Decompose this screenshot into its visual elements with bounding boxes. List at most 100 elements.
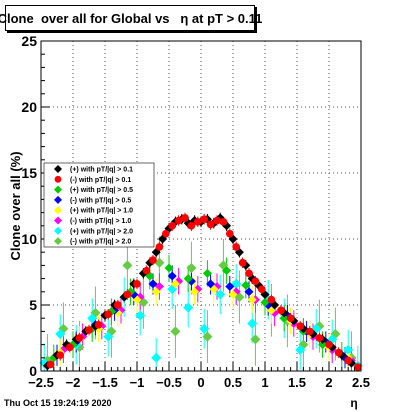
- data-point: [123, 290, 132, 299]
- data-point: [46, 360, 55, 369]
- x-axis-label: η: [350, 396, 357, 410]
- data-point: [155, 243, 164, 251]
- legend-entry-label: (+) with pT/|q| > 1.0: [70, 208, 133, 215]
- data-point: [167, 271, 177, 281]
- x-tick-label: 2.5: [352, 375, 370, 390]
- data-point: [65, 343, 74, 352]
- axis-ticks: [40, 40, 362, 372]
- tick-labels: −2.5 −2 −1.5 −1 −0.5 0 0.5 1 1.5 2 2.5 0 5 10 15 20 25: [21, 33, 370, 390]
- data-point: [104, 310, 113, 319]
- data-point: [142, 266, 151, 275]
- data-point: [251, 277, 260, 286]
- y-tick-label: 5: [29, 297, 37, 313]
- data-point: [257, 285, 266, 293]
- y-tick-label: 25: [21, 33, 37, 49]
- data-point: [94, 320, 103, 329]
- legend-entry-label: (-) with pT/|q| > 0.5: [70, 197, 131, 204]
- grid-layer: [41, 41, 361, 371]
- data-point: [54, 165, 62, 173]
- data-point: [202, 331, 213, 342]
- y-tick-label: 0: [29, 363, 37, 379]
- data-point: [250, 334, 261, 345]
- legend-entry-label: (-) with pT/|q| > 0.1: [70, 177, 131, 184]
- data-point: [54, 185, 62, 194]
- data-point: [168, 221, 177, 230]
- data-point: [161, 229, 170, 238]
- footer-date: Thu Oct 15 19:24:19 2020: [4, 398, 112, 408]
- data-point: [295, 344, 306, 355]
- data-point: [75, 334, 84, 342]
- data-point: [190, 287, 200, 297]
- data-point: [206, 220, 215, 229]
- x-tick-label: 2: [325, 375, 332, 390]
- x-tick-label: −2: [66, 375, 81, 390]
- data-point: [296, 322, 305, 330]
- data-point: [55, 329, 66, 340]
- legend-entry-label: (+) with pT/|q| > 0.1: [70, 167, 133, 174]
- data-point: [183, 302, 194, 313]
- y-axis-label: Clone over all (%): [8, 151, 23, 260]
- y-tick-label: 10: [21, 231, 37, 247]
- x-tick-label: −0.5: [156, 375, 182, 390]
- data-point: [232, 243, 241, 251]
- data-point: [353, 363, 362, 371]
- x-tick-label: 0.5: [224, 375, 242, 390]
- x-tick-label: −2.5: [28, 375, 54, 390]
- data-point: [85, 326, 93, 334]
- data-point: [219, 218, 228, 226]
- data-point: [193, 218, 202, 226]
- data-point: [54, 237, 62, 246]
- data-point: [267, 295, 276, 304]
- data-point: [202, 268, 212, 278]
- data-point: [103, 331, 114, 342]
- data-point: [183, 274, 193, 284]
- data-point: [228, 289, 238, 299]
- legend-box: [43, 162, 155, 248]
- data-point: [164, 263, 174, 273]
- data-point: [113, 301, 122, 309]
- data-point: [149, 256, 157, 264]
- data-point: [247, 295, 257, 305]
- data-point: [334, 348, 343, 357]
- data-point: [187, 221, 196, 230]
- data-point: [260, 297, 270, 307]
- data-point: [135, 310, 146, 321]
- data-point: [148, 279, 158, 289]
- x-tick-label: 0: [197, 375, 204, 390]
- data-point: [181, 214, 189, 222]
- data-point: [286, 314, 295, 323]
- data-point: [199, 323, 210, 334]
- chart-title: Clone over all for Global vs η at pT > 0…: [0, 5, 262, 31]
- data-point: [122, 260, 133, 271]
- data-point: [245, 269, 253, 278]
- data-point: [151, 287, 161, 297]
- x-tick-label: 1.5: [288, 375, 306, 390]
- data-point: [54, 195, 62, 204]
- data-point: [279, 313, 289, 323]
- data-point: [315, 334, 324, 342]
- x-tick-label: −1: [130, 375, 145, 390]
- data-point: [305, 327, 314, 336]
- x-tick-label: 1: [261, 375, 268, 390]
- data-point: [206, 279, 216, 289]
- data-point: [215, 289, 226, 300]
- data-point: [151, 352, 162, 363]
- data-point: [247, 318, 258, 329]
- data-point: [174, 216, 183, 225]
- y-tick-label: 20: [21, 99, 37, 115]
- x-tick-label: −1.5: [92, 375, 118, 390]
- data-point: [344, 356, 353, 365]
- data-point: [54, 175, 62, 183]
- data-point: [213, 216, 221, 225]
- data-point: [87, 313, 98, 324]
- data-point: [56, 351, 65, 359]
- data-point: [241, 280, 251, 290]
- legend: (+) with pT/|q| > 0.1 (-) with pT/|q| > 0…: [43, 162, 155, 248]
- data-point: [343, 344, 354, 355]
- legend-entry-label: (-) with pT/|q| > 1.0: [70, 218, 131, 225]
- data-point: [244, 287, 254, 297]
- legend-entry-label: (-) with pT/|q| > 2.0: [70, 239, 131, 246]
- data-point: [54, 216, 62, 225]
- data-point: [186, 263, 197, 274]
